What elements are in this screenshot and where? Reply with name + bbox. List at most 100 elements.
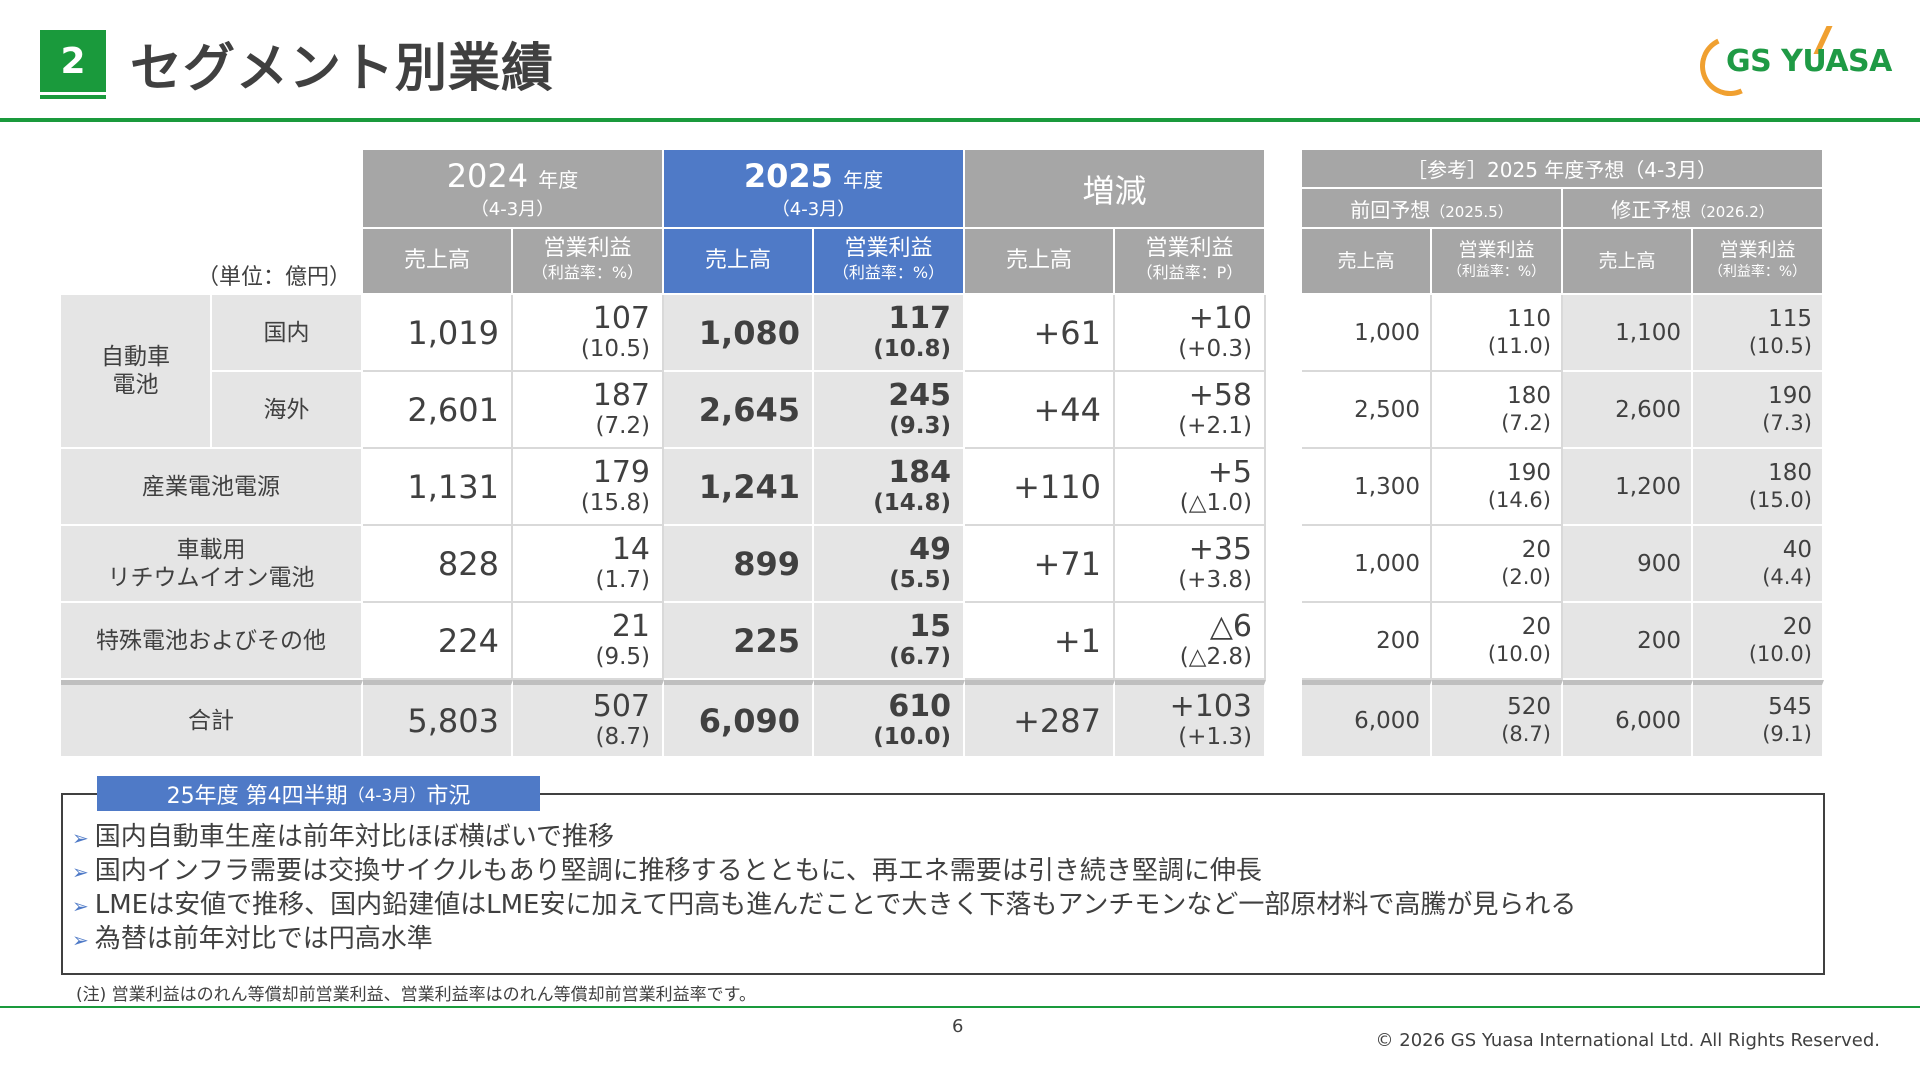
table-row: 産業電池電源 1,131 179 (15.8) 1,241 184 (14.8) +…: [61, 449, 1266, 526]
ref-col-sales-rev: 売上高: [1563, 229, 1693, 295]
cell-sales-2025: 6,090: [664, 680, 814, 758]
unit-label: （単位：億円）: [61, 150, 363, 295]
cell-op-2024: 21 (9.5): [513, 603, 664, 680]
cell-sales-change: +287: [965, 680, 1115, 758]
col-sales-2025: 売上高: [664, 229, 814, 295]
ref-col-op-prev: 営業利益 （利益率：%）: [1432, 229, 1563, 295]
table-row-total: 合計 5,803 507 (8.7) 6,090 610 (10.0) +287 +…: [61, 680, 1266, 758]
ref-cell-sales-prev: 1,000: [1302, 295, 1432, 372]
table-row: 1,000 20 (2.0) 900 40 (4.4): [1302, 526, 1824, 603]
ref-cell-sales-prev: 200: [1302, 603, 1432, 680]
table-row: 1,000 110 (11.0) 1,100 115 (10.5): [1302, 295, 1824, 372]
ref-cell-op-rev: 20 (10.0): [1693, 603, 1824, 680]
ref-cell-op-rev: 40 (4.4): [1693, 526, 1824, 603]
row-label: 産業電池電源: [61, 449, 363, 526]
arrow-right-icon: ➢: [72, 860, 89, 884]
ref-col-op-rev: 営業利益 （利益率：%）: [1693, 229, 1824, 295]
table-row-total: 6,000 520 (8.7) 6,000 545 (9.1): [1302, 680, 1824, 758]
ref-col-sales-prev: 売上高: [1302, 229, 1432, 295]
segment-auto-battery: 自動車 電池: [61, 295, 212, 449]
cell-sales-2024: 1,131: [363, 449, 513, 526]
arrow-right-icon: ➢: [72, 826, 89, 850]
cell-op-2025: 117 (10.8): [814, 295, 965, 372]
cell-sales-change: +44: [965, 372, 1115, 449]
page-number: 6: [952, 1016, 964, 1037]
cell-op-2024: 14 (1.7): [513, 526, 664, 603]
cell-op-2025: 49 (5.5): [814, 526, 965, 603]
ref-revised-forecast: 修正予想（2026.2）: [1563, 189, 1824, 229]
logo-text: GS YUASA: [1726, 44, 1892, 79]
page-title: セグメント別業績: [130, 39, 555, 99]
ref-cell-op-prev: 180 (7.2): [1432, 372, 1563, 449]
market-conditions-tab: 25年度 第4四半期 （4-3月） 市況: [97, 776, 540, 811]
cell-op-change: +10 (+0.3): [1115, 295, 1266, 372]
ref-cell-sales-rev: 1,100: [1563, 295, 1693, 372]
cell-sales-change: +71: [965, 526, 1115, 603]
cell-sales-2025: 2,645: [664, 372, 814, 449]
list-item: ➢ 国内インフラ需要は交換サイクルもあり堅調に推移するとともに、再エネ需要は引き続…: [72, 856, 1262, 886]
ref-cell-op-rev: 180 (15.0): [1693, 449, 1824, 526]
ref-cell-sales-prev: 1,300: [1302, 449, 1432, 526]
table-row: 車載用 リチウムイオン電池 828 14 (1.7) 899 49 (5.5) +7…: [61, 526, 1266, 603]
cell-op-2025: 245 (9.3): [814, 372, 965, 449]
ref-cell-sales-rev: 2,600: [1563, 372, 1693, 449]
header-divider: [0, 118, 1920, 122]
ref-cell-op-prev: 20 (2.0): [1432, 526, 1563, 603]
row-label: 海外: [212, 372, 363, 449]
col-op-change: 営業利益 （利益率：P）: [1115, 229, 1266, 295]
col-op-2024: 営業利益 （利益率：%）: [513, 229, 664, 295]
arrow-right-icon: ➢: [72, 928, 89, 952]
table-row: 2,500 180 (7.2) 2,600 190 (7.3): [1302, 372, 1824, 449]
row-label: 国内: [212, 295, 363, 372]
cell-op-2025: 610 (10.0): [814, 680, 965, 758]
list-item: ➢ 国内自動車生産は前年対比ほぼ横ばいで推移: [72, 822, 614, 852]
list-item: ➢ 為替は前年対比では円高水準: [72, 924, 433, 954]
cell-op-change: △6 (△2.8): [1115, 603, 1266, 680]
ref-cell-sales-rev: 6,000: [1563, 680, 1693, 758]
ref-cell-op-prev: 110 (11.0): [1432, 295, 1563, 372]
ref-cell-sales-rev: 1,200: [1563, 449, 1693, 526]
cell-sales-2025: 899: [664, 526, 814, 603]
cell-op-2024: 107 (10.5): [513, 295, 664, 372]
ref-cell-op-rev: 545 (9.1): [1693, 680, 1824, 758]
list-item: ➢ LMEは安値で推移、国内鉛建値はLME安に加えて円高も進んだことで大きく下落も…: [72, 890, 1577, 920]
cell-sales-2024: 2,601: [363, 372, 513, 449]
section-badge-underline: [40, 95, 106, 99]
footnote: (注) 営業利益はのれん等償却前営業利益、営業利益率はのれん等償却前営業利益率で…: [76, 985, 756, 1005]
col-op-2025: 営業利益 （利益率：%）: [814, 229, 965, 295]
ref-cell-op-prev: 520 (8.7): [1432, 680, 1563, 758]
section-number-badge: 2: [40, 30, 106, 92]
cell-op-2025: 184 (14.8): [814, 449, 965, 526]
cell-sales-2025: 1,241: [664, 449, 814, 526]
row-label: 車載用 リチウムイオン電池: [61, 526, 363, 603]
cell-sales-2025: 225: [664, 603, 814, 680]
header-2025: 2025 年度 （4-3月）: [664, 150, 965, 229]
market-bullet-list: ➢ 国内自動車生産は前年対比ほぼ横ばいで推移 ➢ 国内インフラ需要は交換サイクルもあ…: [72, 820, 1576, 956]
header-2024: 2024 年度 （4-3月）: [363, 150, 664, 229]
ref-cell-sales-rev: 900: [1563, 526, 1693, 603]
cell-op-2024: 187 (7.2): [513, 372, 664, 449]
ref-cell-op-rev: 190 (7.3): [1693, 372, 1824, 449]
cell-op-2025: 15 (6.7): [814, 603, 965, 680]
col-sales-change: 売上高: [965, 229, 1115, 295]
cell-op-change: +35 (+3.8): [1115, 526, 1266, 603]
cell-op-change: +5 (△1.0): [1115, 449, 1266, 526]
col-sales-2024: 売上高: [363, 229, 513, 295]
table-row: 200 20 (10.0) 200 20 (10.0): [1302, 603, 1824, 680]
cell-op-2024: 179 (15.8): [513, 449, 664, 526]
ref-cell-sales-rev: 200: [1563, 603, 1693, 680]
cell-op-change: +58 (+2.1): [1115, 372, 1266, 449]
ref-prev-forecast: 前回予想（2025.5）: [1302, 189, 1563, 229]
ref-cell-op-prev: 190 (14.6): [1432, 449, 1563, 526]
cell-sales-2024: 224: [363, 603, 513, 680]
table-row: 1,300 190 (14.6) 1,200 180 (15.0): [1302, 449, 1824, 526]
table-row: 海外 2,601 187 (7.2) 2,645 245 (9.3) +44 +58…: [61, 372, 1266, 449]
cell-sales-2025: 1,080: [664, 295, 814, 372]
cell-op-2024: 507 (8.7): [513, 680, 664, 758]
cell-sales-2024: 1,019: [363, 295, 513, 372]
forecast-reference-table: ［参考］2025 年度予想（4-3月） 前回予想（2025.5） 修正予想（20…: [1302, 150, 1824, 758]
ref-cell-sales-prev: 1,000: [1302, 526, 1432, 603]
cell-sales-2024: 5,803: [363, 680, 513, 758]
segment-results-table: （単位：億円） 2024 年度 （4-3月） 2025 年度 （4-3月） 増減…: [61, 150, 1266, 758]
row-label: 特殊電池およびその他: [61, 603, 363, 680]
